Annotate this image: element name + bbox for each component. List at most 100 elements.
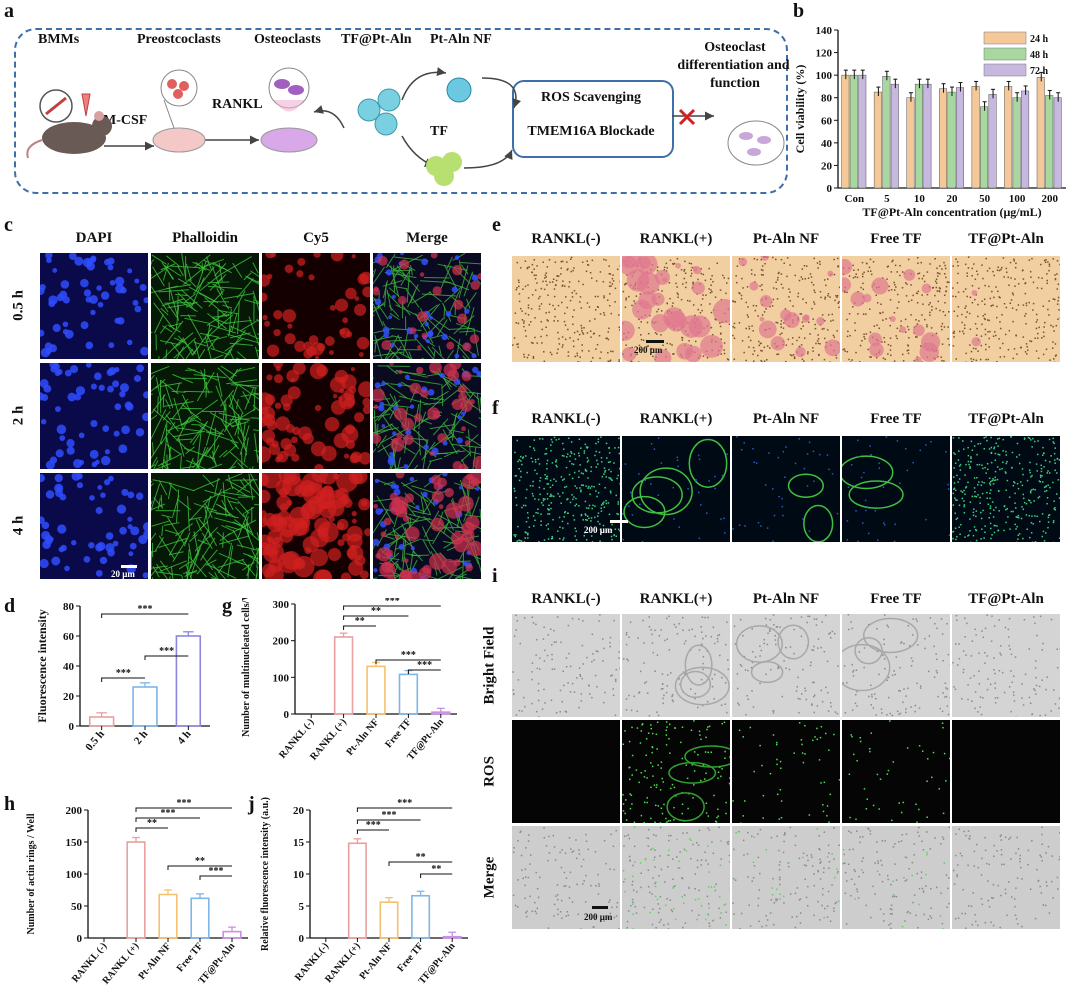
speck <box>1041 649 1044 651</box>
bar <box>849 74 858 189</box>
speck <box>595 450 598 453</box>
speck <box>533 525 535 527</box>
speck <box>885 318 887 320</box>
speck <box>791 337 794 339</box>
speck <box>663 269 666 271</box>
speck <box>587 487 589 489</box>
speck <box>675 795 677 797</box>
speck <box>852 277 855 279</box>
speck <box>972 514 975 517</box>
speck <box>524 531 527 533</box>
speck <box>568 281 571 283</box>
fiber <box>384 282 387 307</box>
speck <box>631 726 633 729</box>
blob <box>350 451 362 463</box>
speck <box>625 505 627 507</box>
speck <box>933 645 935 648</box>
cell-dot <box>391 294 396 299</box>
speck <box>518 285 520 288</box>
speck <box>978 652 980 654</box>
fiber <box>373 314 375 317</box>
speck <box>561 260 564 263</box>
speck <box>1022 493 1024 496</box>
speck <box>820 782 822 784</box>
fiber <box>152 408 172 425</box>
speck <box>545 448 548 450</box>
speck <box>527 304 530 306</box>
speck <box>996 360 998 362</box>
speck <box>1005 472 1007 474</box>
speck <box>723 721 726 724</box>
speck <box>802 761 805 764</box>
actin-ring <box>787 473 824 498</box>
speck <box>540 335 542 338</box>
speck <box>1039 481 1041 483</box>
speck <box>522 288 524 290</box>
speck <box>893 289 896 291</box>
speck <box>772 734 775 736</box>
fiber <box>162 394 165 408</box>
speck <box>547 538 550 540</box>
significance-bracket <box>356 829 389 834</box>
speck <box>967 256 970 258</box>
speck <box>622 512 624 515</box>
speck <box>849 361 852 362</box>
speck <box>625 297 628 299</box>
speck <box>793 356 796 358</box>
blob <box>262 314 268 321</box>
speck <box>1010 299 1013 301</box>
speck <box>801 358 804 361</box>
speck <box>809 273 812 275</box>
speck <box>652 877 654 879</box>
cell-dot <box>59 435 66 442</box>
speck <box>984 627 987 630</box>
blob <box>357 273 369 285</box>
fiber <box>426 373 438 377</box>
speck <box>1041 513 1044 515</box>
speck <box>876 302 879 304</box>
speck <box>677 465 679 468</box>
speck <box>952 437 955 439</box>
speck <box>531 662 534 664</box>
y-tick-label: 0 <box>827 183 833 195</box>
blob <box>438 504 444 510</box>
cell-dot <box>45 460 55 469</box>
cell-dot <box>143 297 148 304</box>
fiber <box>401 482 429 503</box>
blob <box>622 346 637 362</box>
fiber <box>401 537 405 562</box>
fiber <box>399 352 413 359</box>
speck <box>1058 309 1060 311</box>
speck <box>1035 321 1038 323</box>
speck <box>518 468 520 470</box>
speck <box>597 492 600 494</box>
blob <box>383 517 392 526</box>
speck <box>665 348 667 351</box>
speck <box>984 466 986 469</box>
speck <box>1010 436 1012 438</box>
speck <box>812 681 814 684</box>
speck <box>569 455 571 457</box>
speck <box>534 519 536 522</box>
speck <box>581 349 584 352</box>
fiber <box>443 285 464 303</box>
speck <box>582 620 584 622</box>
speck <box>517 346 519 348</box>
speck <box>812 284 815 286</box>
speck <box>984 333 987 336</box>
merge-image <box>512 826 620 929</box>
speck <box>876 773 879 776</box>
speck <box>1046 502 1048 505</box>
speck <box>796 339 798 342</box>
speck <box>803 337 806 339</box>
speck <box>827 313 830 316</box>
speck <box>974 298 976 301</box>
speck <box>952 531 954 533</box>
significance-label: *** <box>161 808 176 819</box>
blob <box>429 363 442 375</box>
fiber <box>412 415 431 431</box>
speck <box>993 531 996 534</box>
blob <box>842 277 852 293</box>
speck <box>677 296 679 299</box>
speck <box>992 483 995 485</box>
